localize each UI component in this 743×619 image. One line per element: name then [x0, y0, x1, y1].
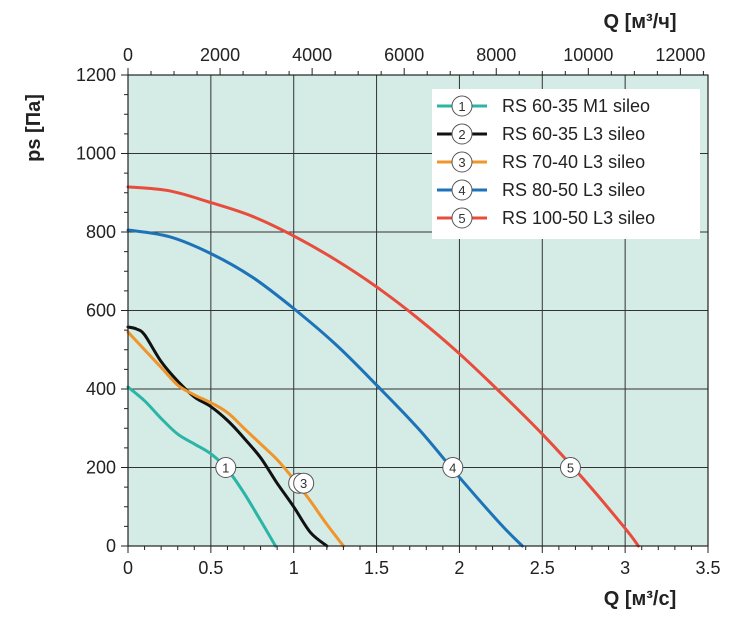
y-tick-label: 0 — [106, 536, 116, 556]
series-marker-label-4: 4 — [449, 461, 456, 476]
series-marker-label-1: 1 — [222, 461, 229, 476]
legend-marker-label-1: 1 — [458, 99, 465, 114]
series-line-4 — [126, 228, 524, 548]
series-line-2 — [126, 325, 329, 548]
series-marker-3 — [293, 472, 315, 494]
x2-tick-label: 8000 — [476, 45, 516, 65]
y-tick-label: 800 — [86, 222, 116, 242]
x2-tick-label: 10000 — [563, 45, 613, 65]
legend-marker-label-3: 3 — [458, 155, 465, 170]
legend-marker-3 — [451, 151, 473, 173]
x-tick-label: 0 — [123, 558, 133, 578]
series-lines — [126, 185, 640, 548]
series-marker-label-3: 3 — [300, 476, 307, 491]
x2-tick-label: 0 — [123, 45, 133, 65]
x-tick-label: 2.5 — [530, 558, 555, 578]
legend-entry-2: RS 60-35 L3 sileo — [502, 124, 645, 144]
legend-entry-5: RS 100-50 L3 sileo — [502, 208, 655, 228]
x2-tick-label: 4000 — [292, 45, 332, 65]
series-markers: 12345 — [215, 457, 581, 494]
legend-marker-label-2: 2 — [458, 127, 465, 142]
legend-marker-label-5: 5 — [458, 211, 465, 226]
series-line-1 — [126, 385, 277, 548]
series-marker-label-5: 5 — [567, 461, 574, 476]
series-line-5 — [126, 185, 640, 548]
x2-axis-title: Q [м³/ч] — [603, 11, 676, 33]
legend-box — [432, 89, 700, 239]
y-tick-label: 600 — [86, 301, 116, 321]
legend-marker-1 — [451, 95, 473, 117]
series-marker-1 — [215, 457, 237, 478]
x2-tick-label: 12000 — [655, 45, 705, 65]
series-marker-5 — [559, 457, 581, 478]
legend-entry-4: RS 80-50 L3 sileo — [502, 180, 645, 200]
y-tick-label: 400 — [86, 379, 116, 399]
x-tick-label: 1 — [289, 558, 299, 578]
legend-marker-5 — [451, 207, 473, 229]
x-tick-label: 3 — [620, 558, 630, 578]
x2-tick-label: 2000 — [200, 45, 240, 65]
y-axis-title: ps [Па] — [23, 94, 45, 162]
legend-entry-1: RS 60-35 M1 sileo — [502, 96, 650, 116]
legend-marker-2 — [451, 123, 473, 145]
x-tick-label: 2 — [454, 558, 464, 578]
y-tick-label: 1200 — [76, 65, 116, 85]
legend-entry-3: RS 70-40 L3 sileo — [502, 152, 645, 172]
x2-tick-label: 6000 — [384, 45, 424, 65]
legend: 1 RS 60-35 M1 sileo 2 RS 60-35 L3 sileo 3 RS … — [432, 89, 700, 239]
y-tick-label: 1000 — [76, 144, 116, 164]
x-tick-label: 0.5 — [198, 558, 223, 578]
x-axis-title: Q [м³/с] — [604, 588, 677, 610]
legend-marker-label-4: 4 — [458, 183, 465, 198]
x-tick-label: 3.5 — [695, 558, 720, 578]
legend-marker-4 — [451, 179, 473, 201]
x-tick-label: 1.5 — [364, 558, 389, 578]
series-marker-4 — [442, 457, 464, 478]
y-tick-label: 200 — [86, 458, 116, 478]
series-line-3 — [126, 330, 345, 548]
